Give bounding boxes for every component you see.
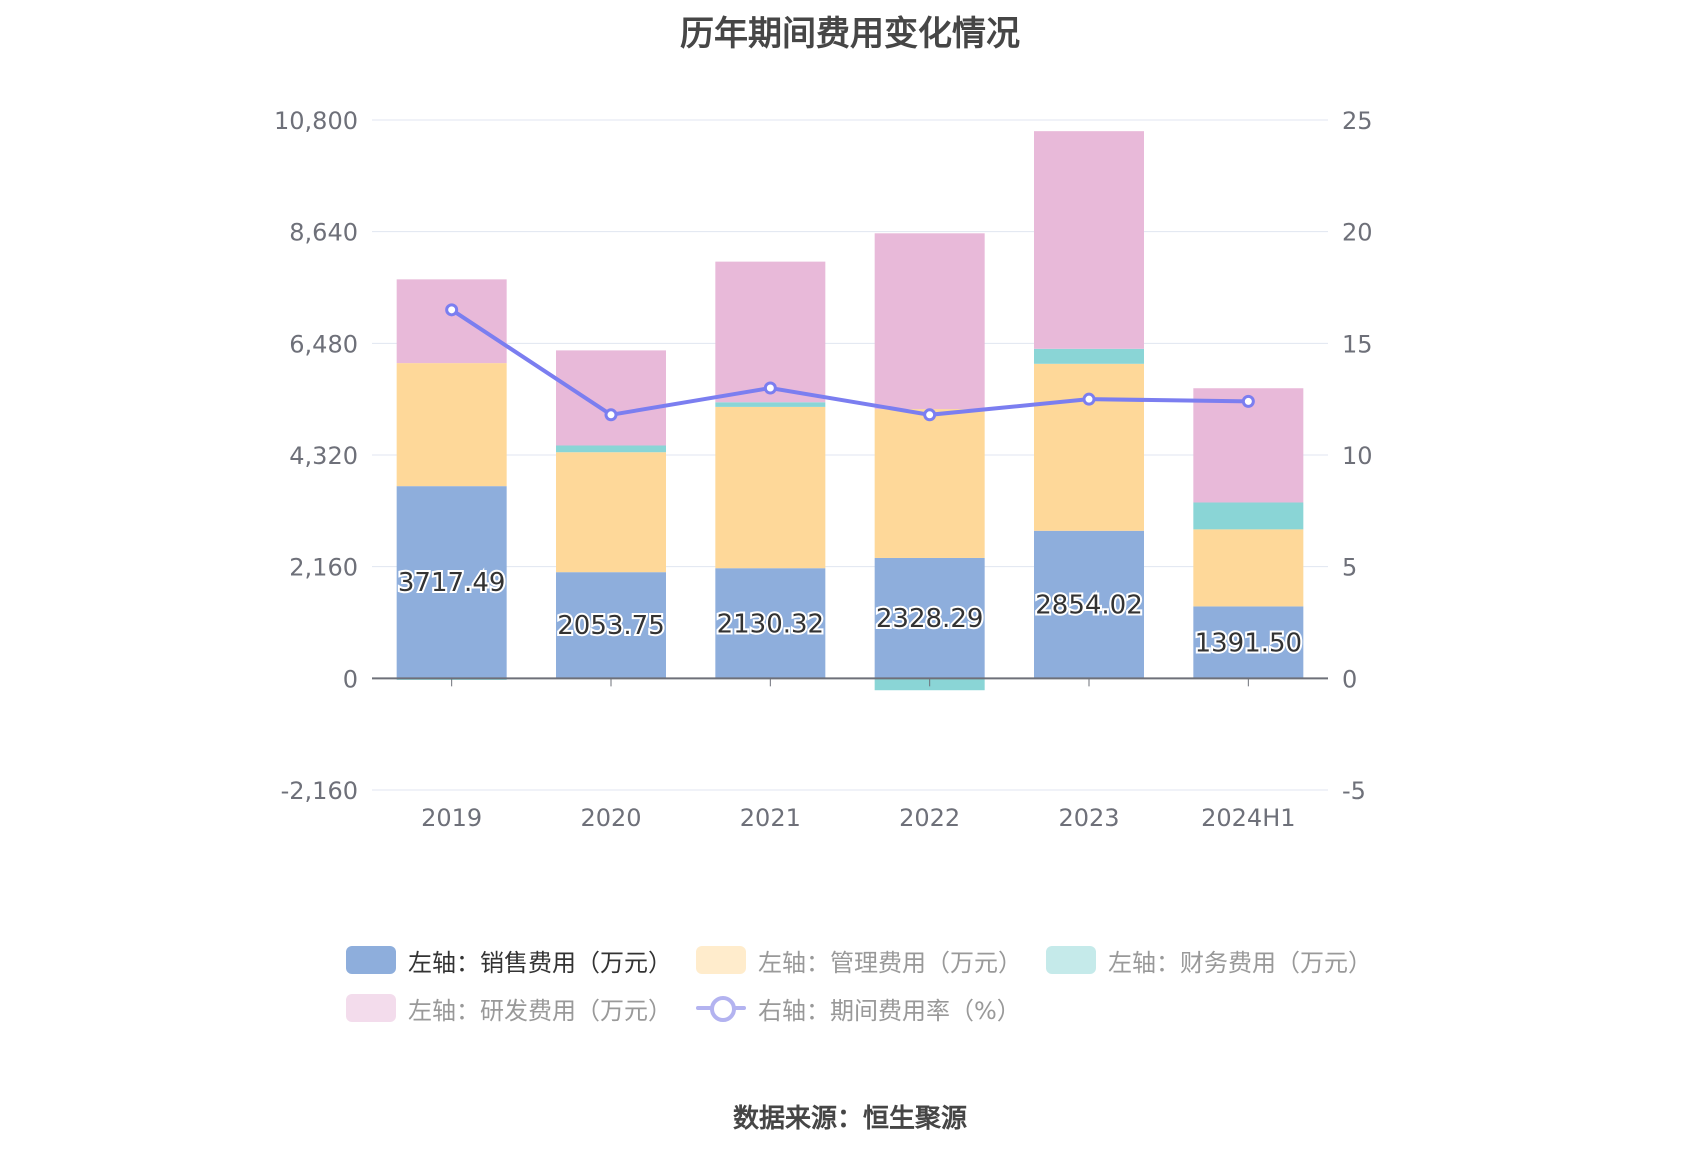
left-axis-tick-label: 0 — [343, 665, 358, 693]
rate-line — [450, 308, 1249, 417]
chart-title: 历年期间费用变化情况 — [680, 14, 1020, 54]
x-axis-tick-label: 2023 — [1058, 804, 1119, 832]
bar-3-2019 — [396, 279, 507, 364]
legend-item-sales[interactable]: 左轴：销售费用（万元） — [346, 940, 672, 980]
legend-swatch-sales — [346, 946, 396, 974]
right-axis-tick-label: 10 — [1342, 442, 1373, 470]
right-axis-tick-label: 0 — [1342, 665, 1357, 693]
legend-label-finance: 左轴：财务费用（万元） — [1108, 948, 1372, 977]
legend-label-sales: 左轴：销售费用（万元） — [408, 948, 672, 977]
bar-1-2023 — [1034, 363, 1144, 531]
legend-label-rd: 左轴：研发费用（万元） — [408, 996, 672, 1025]
rate-point — [445, 303, 459, 317]
bar-3-2020 — [556, 350, 666, 446]
bar-value-label: 3717.49 — [398, 568, 506, 598]
legend-swatch-admin — [696, 946, 746, 974]
x-axis-tick-label: 2019 — [421, 804, 482, 832]
left-axis-tick-label: 8,640 — [289, 219, 358, 247]
legend-item-rate[interactable]: 右轴：期间费用率（%） — [696, 988, 1021, 1028]
rate-point — [1241, 394, 1255, 408]
bar-1-2020 — [556, 452, 666, 573]
bar-2-2020 — [556, 445, 666, 453]
bar-value-label: 2053.75 — [557, 611, 665, 641]
right-axis-tick-label: 15 — [1342, 330, 1373, 358]
bar-2-2023 — [1034, 348, 1144, 364]
right-axis-tick-label: 25 — [1342, 107, 1373, 135]
x-axis-tick-label: 2020 — [580, 804, 641, 832]
bar-2-2024H1 — [1193, 502, 1304, 530]
rate-point — [923, 408, 937, 422]
bar-value-label: 2328.29 — [876, 604, 984, 634]
bar-0-2024H1 — [1193, 606, 1304, 679]
bar-2-2021 — [715, 402, 826, 407]
left-axis-tick-label: 10,800 — [274, 107, 358, 135]
legend-swatch-rate — [696, 994, 746, 1022]
bar-0-2019 — [396, 486, 507, 679]
right-axis-tick-label: 20 — [1342, 219, 1373, 247]
rate-point — [604, 408, 618, 422]
rate-point — [1082, 392, 1096, 406]
left-axis-tick-label: 4,320 — [289, 442, 358, 470]
bar-0-2023 — [1034, 530, 1144, 679]
left-axis-tick-label: -2,160 — [281, 777, 358, 805]
legend-swatch-rd — [346, 994, 396, 1022]
x-axis-tick-label: 2022 — [899, 804, 960, 832]
bar-1-2021 — [715, 406, 826, 569]
legend-label-rate: 右轴：期间费用率（%） — [758, 996, 1021, 1025]
bar-3-2022 — [874, 233, 985, 410]
bar-1-2024H1 — [1193, 529, 1304, 607]
legend-item-finance[interactable]: 左轴：财务费用（万元） — [1046, 940, 1372, 980]
bar-0-2022 — [874, 557, 985, 679]
bar-value-label: 2130.32 — [717, 609, 825, 639]
legend-item-rd[interactable]: 左轴：研发费用（万元） — [346, 988, 672, 1028]
bar-3-2021 — [715, 261, 826, 403]
legend-item-admin[interactable]: 左轴：管理费用（万元） — [696, 940, 1022, 980]
x-axis-tick-label: 2021 — [740, 804, 801, 832]
rate-point — [763, 381, 777, 395]
bar-value-label: 2854.02 — [1035, 591, 1143, 621]
x-axis-tick-label: 2024H1 — [1201, 804, 1295, 832]
bar-0-2021 — [715, 568, 826, 679]
right-axis-tick-label: -5 — [1342, 777, 1366, 805]
legend-label-admin: 左轴：管理费用（万元） — [758, 948, 1022, 977]
bar-1-2022 — [874, 409, 985, 558]
bar-1-2019 — [396, 363, 507, 487]
right-axis-tick-label: 5 — [1342, 554, 1357, 582]
left-axis-tick-label: 6,480 — [289, 330, 358, 358]
legend-swatch-finance — [1046, 946, 1096, 974]
left-axis-tick-label: 2,160 — [289, 554, 358, 582]
bar-3-2023 — [1034, 131, 1144, 349]
bar-value-label: 1391.50 — [1195, 628, 1303, 658]
data-source: 数据来源：恒生聚源 — [732, 1104, 967, 1134]
bar-0-2020 — [556, 572, 666, 679]
